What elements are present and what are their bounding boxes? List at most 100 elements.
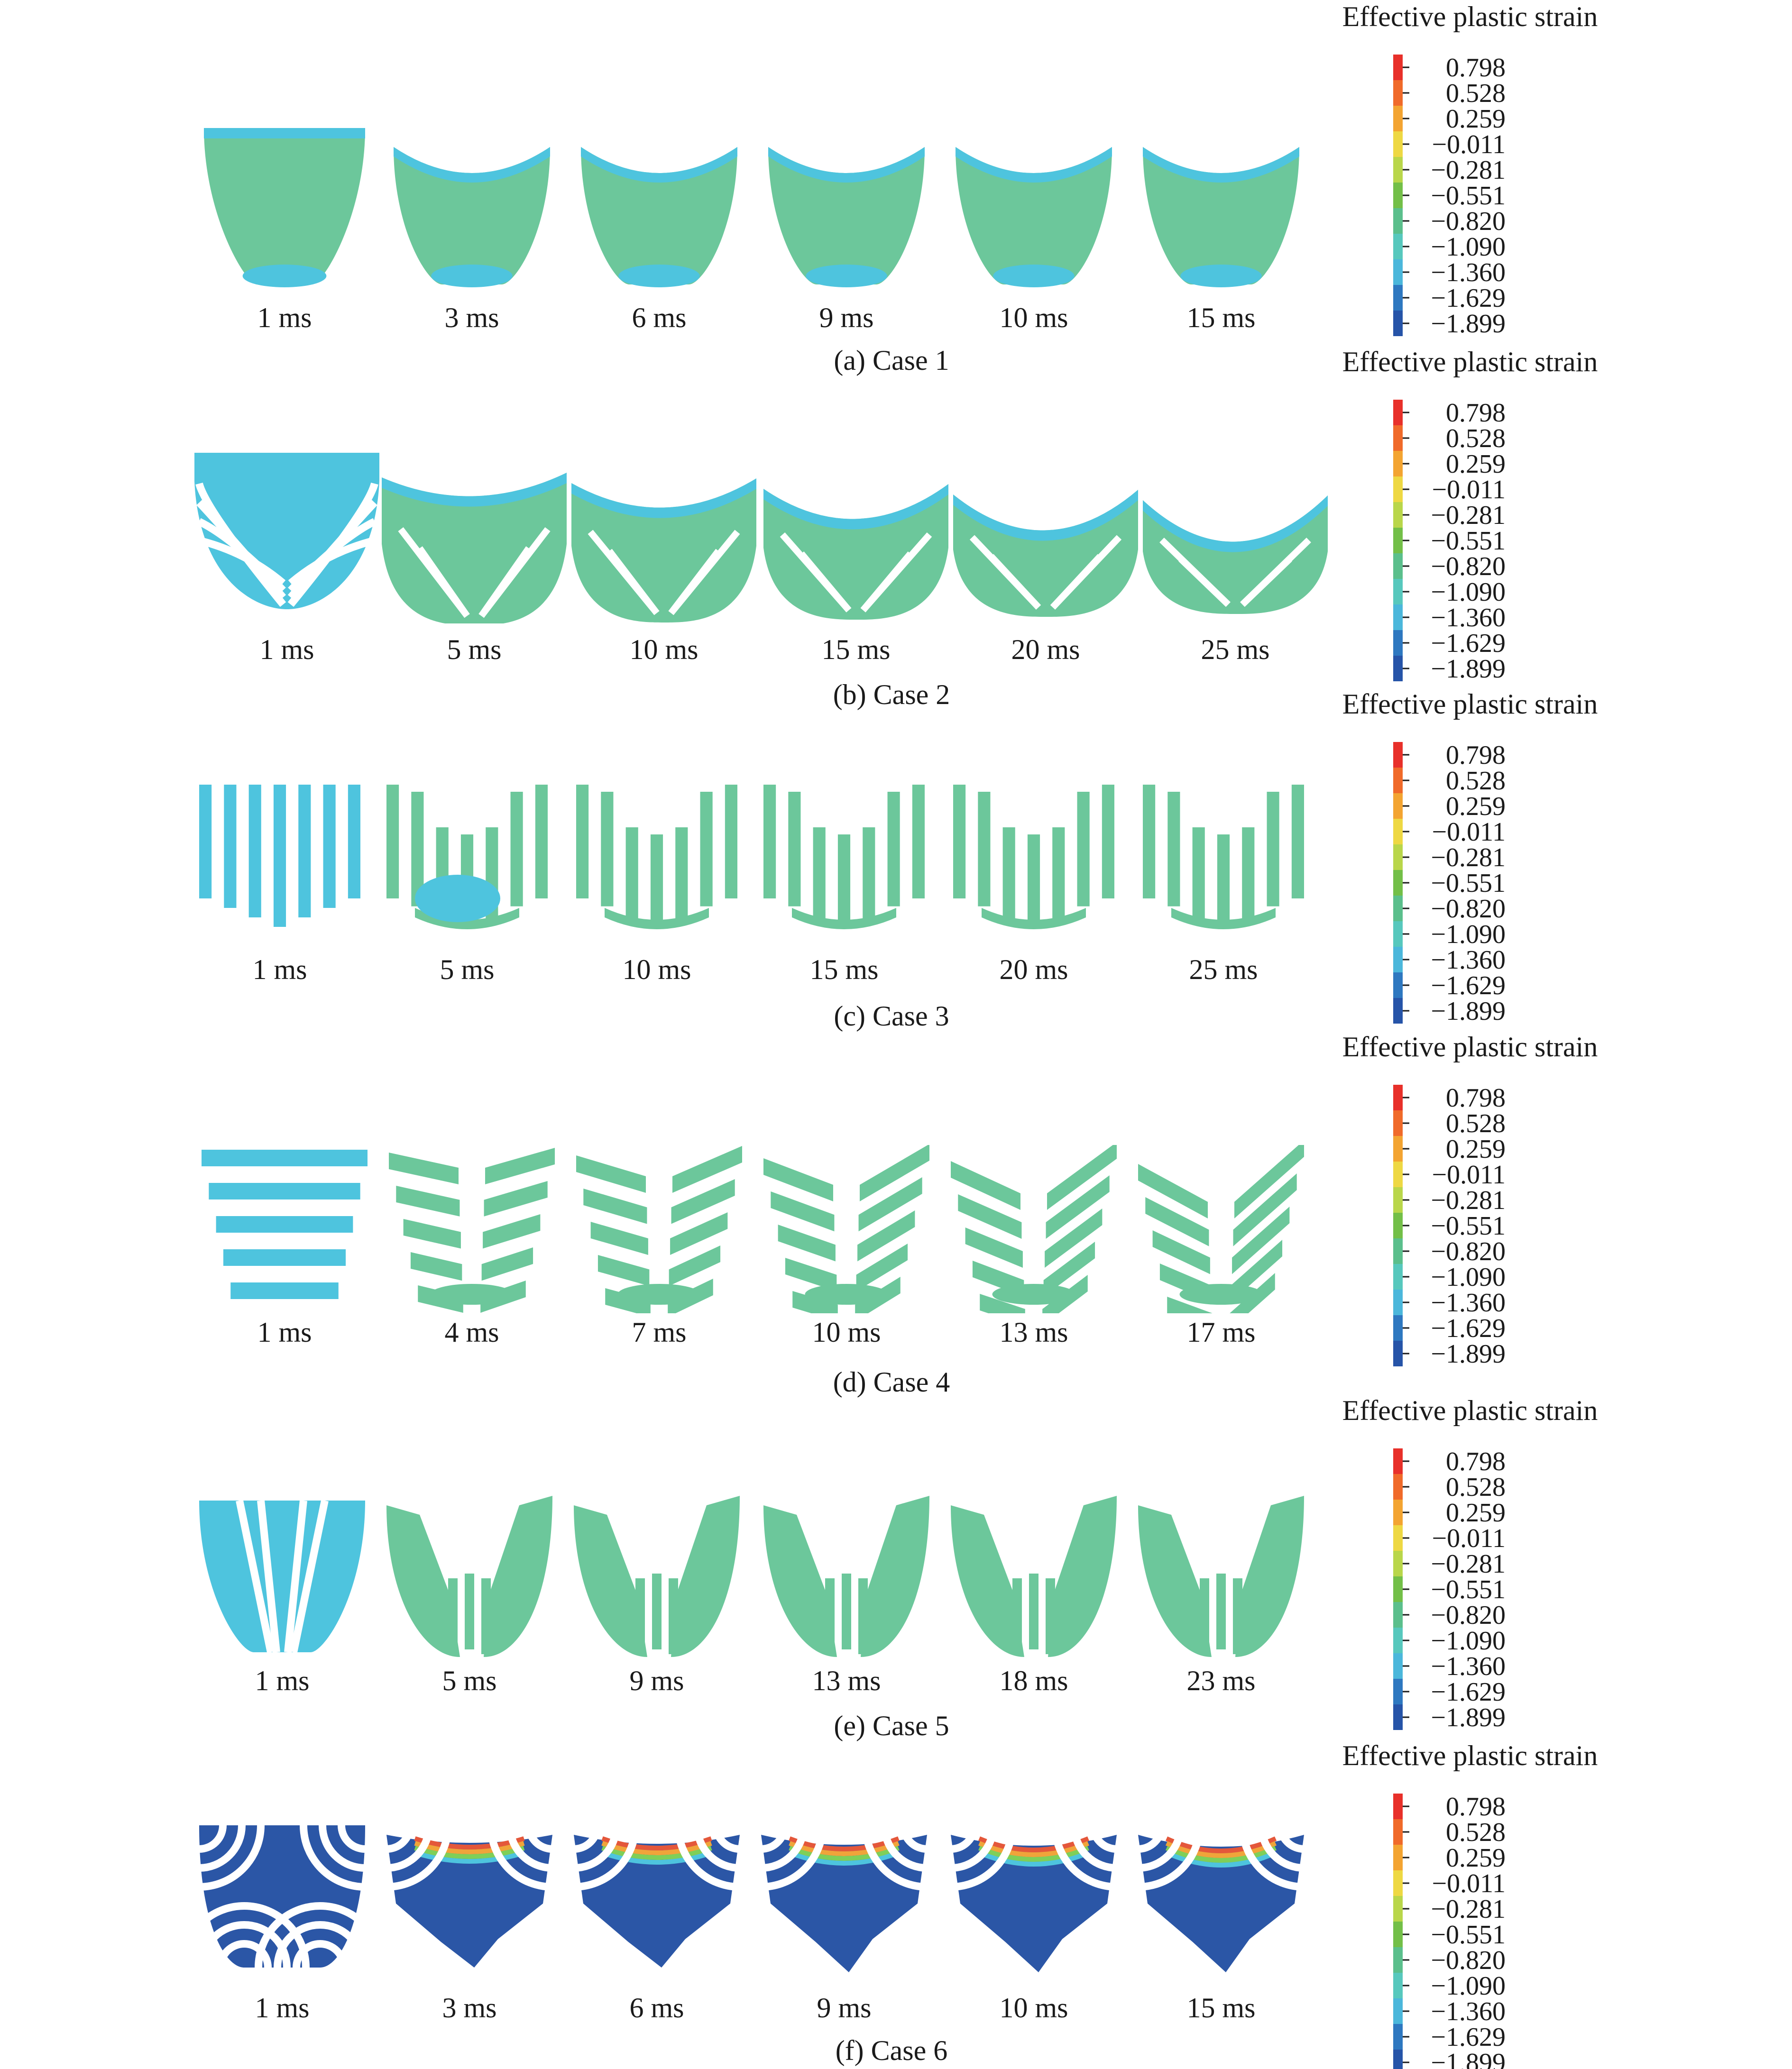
time-label: 6 ms <box>629 1992 684 2023</box>
legend-value: 0.798 <box>1446 1792 1506 1822</box>
contour-snapshot <box>747 1821 941 1972</box>
center-strip <box>1029 1574 1038 1649</box>
time-label: 9 ms <box>629 1665 684 1696</box>
legend-swatch <box>1393 1213 1403 1238</box>
legend-title: Effective plastic strain <box>1342 346 1598 377</box>
legend-swatch <box>1393 1085 1403 1110</box>
vertical-strip <box>1002 827 1015 919</box>
legend-value: −0.820 <box>1431 1601 1506 1630</box>
time-label: 1 ms <box>257 302 312 333</box>
legend: Effective plastic strain0.7980.5280.259−… <box>1342 1740 1598 2069</box>
specimen-body <box>1143 147 1299 284</box>
vertical-strip <box>788 792 801 906</box>
bottom-arc <box>605 908 709 929</box>
bottom-lump <box>992 1284 1075 1305</box>
legend-swatch <box>1393 1653 1403 1679</box>
contour-snapshot <box>581 147 737 287</box>
right-wing <box>484 1496 552 1657</box>
case-label: (e) Case 5 <box>834 1710 949 1741</box>
legend-swatch <box>1393 972 1403 998</box>
legend-value: −1.629 <box>1431 1314 1506 1343</box>
legend-swatch <box>1393 1110 1403 1136</box>
legend-swatch <box>1393 742 1403 768</box>
specimen-body <box>956 147 1112 284</box>
time-label: 10 ms <box>629 634 698 665</box>
center-strip <box>825 1578 835 1654</box>
legend-value: 0.528 <box>1446 1473 1506 1502</box>
corner-arc <box>747 1821 789 1853</box>
top-band <box>581 147 737 183</box>
strain-gradient-band <box>789 1846 900 1861</box>
strip-gap <box>290 1500 329 1653</box>
legend-swatch <box>1393 285 1403 311</box>
band-left <box>1152 1230 1210 1274</box>
corner-arc <box>1089 1821 1131 1853</box>
fan-gap <box>288 537 376 586</box>
corner-arc <box>937 1821 997 1872</box>
legend-swatch <box>1393 2024 1403 2050</box>
corner-arc <box>1124 1821 1185 1872</box>
strain-gradient-band <box>978 1846 1089 1862</box>
top-band <box>1143 495 1328 552</box>
vertical-strip <box>1217 834 1230 927</box>
legend-swatch <box>1393 1602 1403 1628</box>
center-strip <box>1012 1578 1022 1654</box>
legend-value: 0.259 <box>1446 1843 1506 1873</box>
band-left <box>410 1252 462 1281</box>
legend-swatch <box>1393 502 1403 528</box>
vertical-strip <box>298 785 311 917</box>
top-band <box>768 147 925 183</box>
right-wing <box>861 1496 929 1657</box>
legend-value: 0.528 <box>1446 1818 1506 1847</box>
bottom-band <box>618 265 700 287</box>
bottom-arc <box>293 1940 348 1982</box>
legend-value: −0.281 <box>1431 1186 1506 1215</box>
strain-gradient-band <box>1165 1841 1277 1858</box>
vertical-strip <box>837 834 851 927</box>
legend-value: −1.360 <box>1431 1997 1506 2026</box>
contour-snapshot <box>768 147 925 287</box>
vertical-strip <box>912 785 925 898</box>
contour-snapshot <box>956 147 1112 287</box>
specimen-body <box>953 490 1138 617</box>
legend-value: −1.629 <box>1431 1677 1506 1707</box>
horizontal-band <box>209 1183 360 1199</box>
bottom-band <box>806 265 887 287</box>
legend-swatch <box>1393 1162 1403 1187</box>
legend-swatch <box>1393 1998 1403 2024</box>
case-label: (a) Case 1 <box>834 345 949 376</box>
legend-value: −0.011 <box>1432 1160 1506 1190</box>
legend-swatch <box>1393 425 1403 451</box>
corner-arc <box>372 1821 414 1853</box>
vertical-strip <box>1167 792 1180 906</box>
specimen-body <box>194 453 379 609</box>
band-right <box>860 1145 929 1201</box>
strip-gap <box>284 1500 307 1653</box>
band-left <box>951 1161 1020 1210</box>
legend-swatch <box>1393 476 1403 502</box>
legend-value: −0.011 <box>1432 1524 1506 1553</box>
vertical-strip <box>348 785 360 898</box>
horizontal-band <box>230 1282 339 1299</box>
contour-snapshot <box>763 1145 929 1313</box>
bottom-arc <box>274 1921 367 1982</box>
legend-swatch <box>1393 1187 1403 1213</box>
vertical-strip <box>813 827 826 919</box>
legend-value: 0.259 <box>1446 1135 1506 1164</box>
corner-arc <box>1124 1821 1166 1853</box>
corner-arc <box>185 1821 246 1872</box>
legend: Effective plastic strain0.7980.5280.259−… <box>1342 1 1598 339</box>
legend-swatch <box>1393 1315 1403 1341</box>
band-left <box>792 1291 838 1313</box>
legend-swatch <box>1393 259 1403 285</box>
legend-value: −0.551 <box>1431 1920 1506 1950</box>
corner-arc <box>560 1821 601 1853</box>
crack <box>417 546 470 618</box>
case-label: (c) Case 3 <box>834 1000 949 1032</box>
strip-gap <box>257 1500 280 1653</box>
corner-arc <box>1239 1821 1318 1891</box>
corner-arc <box>319 1821 379 1872</box>
bottom-arc <box>255 1902 379 1982</box>
vertical-strip <box>953 785 966 898</box>
specimen-body <box>571 478 756 623</box>
